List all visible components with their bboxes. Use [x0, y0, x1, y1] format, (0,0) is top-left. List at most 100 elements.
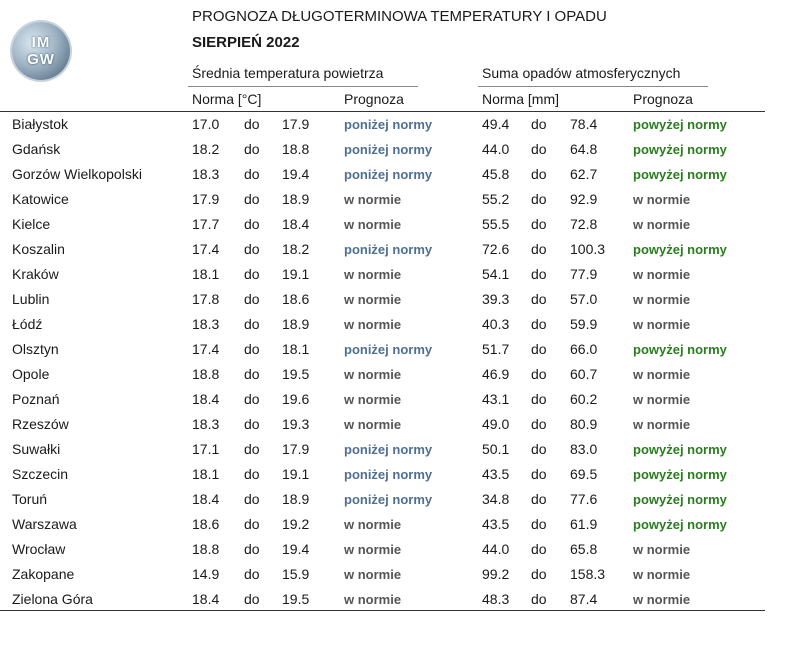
- table-row: Suwałki 17.1 do 17.9 poniżej normy 50.1 do 83.0…: [0, 437, 780, 462]
- temp-range-separator: do: [244, 116, 260, 132]
- rain-norm-min-cell: 55.2: [482, 191, 510, 207]
- city-cell: Koszalin: [12, 241, 65, 257]
- rain-forecast-cell: powyżej normy: [633, 142, 727, 157]
- imgw-logo: IM GW: [12, 22, 70, 80]
- page-subtitle: SIERPIEŃ 2022: [192, 34, 300, 51]
- rain-forecast-cell: w normie: [633, 292, 691, 307]
- rain-range-separator: do: [531, 491, 547, 507]
- rain-norm-min-cell: 43.1: [482, 391, 510, 407]
- temp-norm-max-cell: 19.1: [282, 466, 310, 482]
- temperature-group-header: Średnia temperatura powietrza: [192, 65, 384, 81]
- temp-range-separator: do: [244, 441, 260, 457]
- temp-norm-max-cell: 19.3: [282, 416, 310, 432]
- rain-norm-min-cell: 40.3: [482, 316, 510, 332]
- rain-range-separator: do: [531, 441, 547, 457]
- rain-norm-min-cell: 55.5: [482, 216, 510, 232]
- city-cell: Kielce: [12, 216, 51, 232]
- city-cell: Kraków: [12, 266, 59, 282]
- temp-range-separator: do: [244, 166, 260, 182]
- rain-norm-max-cell: 72.8: [570, 216, 598, 232]
- city-cell: Opole: [12, 366, 50, 382]
- temp-norm-max-cell: 19.4: [282, 541, 310, 557]
- temp-norm-min-cell: 18.8: [192, 541, 220, 557]
- temp-forecast-cell: poniżej normy: [344, 167, 433, 182]
- temp-forecast-cell: w normie: [344, 392, 402, 407]
- temp-range-separator: do: [244, 416, 260, 432]
- precipitation-group-divider: [478, 86, 708, 87]
- page-title: PROGNOZA DŁUGOTERMINOWA TEMPERATURY I OP…: [192, 8, 607, 25]
- temp-norm-min-cell: 18.6: [192, 516, 220, 532]
- table-row: Łódź 18.3 do 18.9 w normie 40.3 do 59.9 w normie: [0, 312, 780, 337]
- temp-range-separator: do: [244, 591, 260, 607]
- temp-norm-min-cell: 17.8: [192, 291, 220, 307]
- temp-norm-min-cell: 18.3: [192, 166, 220, 182]
- city-cell: Katowice: [12, 191, 69, 207]
- temp-forecast-cell: poniżej normy: [344, 442, 433, 457]
- temp-norm-max-cell: 18.9: [282, 491, 310, 507]
- rain-norm-max-cell: 65.8: [570, 541, 598, 557]
- temp-norm-max-cell: 18.2: [282, 241, 310, 257]
- rain-range-separator: do: [531, 391, 547, 407]
- city-cell: Olsztyn: [12, 341, 59, 357]
- temp-forecast-cell: poniżej normy: [344, 242, 433, 257]
- temp-norm-min-cell: 18.4: [192, 391, 220, 407]
- table-row: Warszawa 18.6 do 19.2 w normie 43.5 do 61.9 powy…: [0, 512, 780, 537]
- rain-norm-min-cell: 51.7: [482, 341, 510, 357]
- city-cell: Zakopane: [12, 566, 75, 582]
- rain-forecast-cell: w normie: [633, 542, 691, 557]
- temp-range-separator: do: [244, 191, 260, 207]
- temp-range-separator: do: [244, 241, 260, 257]
- temp-range-separator: do: [244, 341, 260, 357]
- temp-range-separator: do: [244, 366, 260, 382]
- city-cell: Toruń: [12, 491, 48, 507]
- rain-forecast-cell: powyżej normy: [633, 342, 727, 357]
- temp-norm-min-cell: 18.2: [192, 141, 220, 157]
- temp-forecast-cell: w normie: [344, 267, 402, 282]
- temp-norm-min-cell: 18.3: [192, 316, 220, 332]
- table-row: Gorzów Wielkopolski 18.3 do 19.4 poniżej nor…: [0, 162, 780, 187]
- temp-norm-min-cell: 17.1: [192, 441, 220, 457]
- temp-norm-max-cell: 19.6: [282, 391, 310, 407]
- temp-forecast-cell: poniżej normy: [344, 492, 433, 507]
- rain-forecast-cell: w normie: [633, 267, 691, 282]
- logo-text-bottom: GW: [27, 51, 55, 68]
- temp-norm-min-cell: 18.1: [192, 466, 220, 482]
- temp-norm-max-cell: 18.9: [282, 191, 310, 207]
- temp-norm-max-cell: 18.6: [282, 291, 310, 307]
- table-row: Lublin 17.8 do 18.6 w normie 39.3 do 57.0 w norm…: [0, 287, 780, 312]
- city-cell: Rzeszów: [12, 416, 69, 432]
- city-cell: Suwałki: [12, 441, 61, 457]
- temp-norm-min-cell: 14.9: [192, 566, 220, 582]
- rain-norm-max-cell: 66.0: [570, 341, 598, 357]
- rain-forecast-cell: powyżej normy: [633, 167, 727, 182]
- rain-range-separator: do: [531, 241, 547, 257]
- rain-forecast-cell: w normie: [633, 317, 691, 332]
- rain-forecast-cell: powyżej normy: [633, 517, 727, 532]
- rain-forecast-cell: w normie: [633, 417, 691, 432]
- table-bottom-rule: [0, 610, 765, 611]
- temp-norm-max-cell: 15.9: [282, 566, 310, 582]
- rain-norm-max-cell: 57.0: [570, 291, 598, 307]
- table-row: Wrocław 18.8 do 19.4 w normie 44.0 do 65.8 w nor…: [0, 537, 780, 562]
- temp-range-separator: do: [244, 516, 260, 532]
- temp-forecast-cell: w normie: [344, 292, 402, 307]
- rain-norm-column-header: Norma [mm]: [482, 91, 559, 107]
- rain-range-separator: do: [531, 341, 547, 357]
- rain-norm-max-cell: 61.9: [570, 516, 598, 532]
- temp-range-separator: do: [244, 541, 260, 557]
- rain-range-separator: do: [531, 566, 547, 582]
- rain-range-separator: do: [531, 191, 547, 207]
- rain-forecast-column-header: Prognoza: [633, 91, 693, 107]
- temp-forecast-cell: w normie: [344, 567, 402, 582]
- table-row: Koszalin 17.4 do 18.2 poniżej normy 72.6 do 100…: [0, 237, 780, 262]
- rain-norm-max-cell: 60.2: [570, 391, 598, 407]
- table-row: Opole 18.8 do 19.5 w normie 46.9 do 60.7 w normi…: [0, 362, 780, 387]
- table-row: Gdańsk 18.2 do 18.8 poniżej normy 44.0 do 64.8 p…: [0, 137, 780, 162]
- rain-norm-min-cell: 49.0: [482, 416, 510, 432]
- table-row: Kielce 17.7 do 18.4 w normie 55.5 do 72.8 w norm…: [0, 212, 780, 237]
- table-row: Kraków 18.1 do 19.1 w normie 54.1 do 77.9 w norm…: [0, 262, 780, 287]
- rain-norm-min-cell: 43.5: [482, 516, 510, 532]
- table-row: Zielona Góra 18.4 do 19.5 w normie 48.3 do 87.4…: [0, 587, 780, 612]
- rain-forecast-cell: w normie: [633, 367, 691, 382]
- temp-range-separator: do: [244, 266, 260, 282]
